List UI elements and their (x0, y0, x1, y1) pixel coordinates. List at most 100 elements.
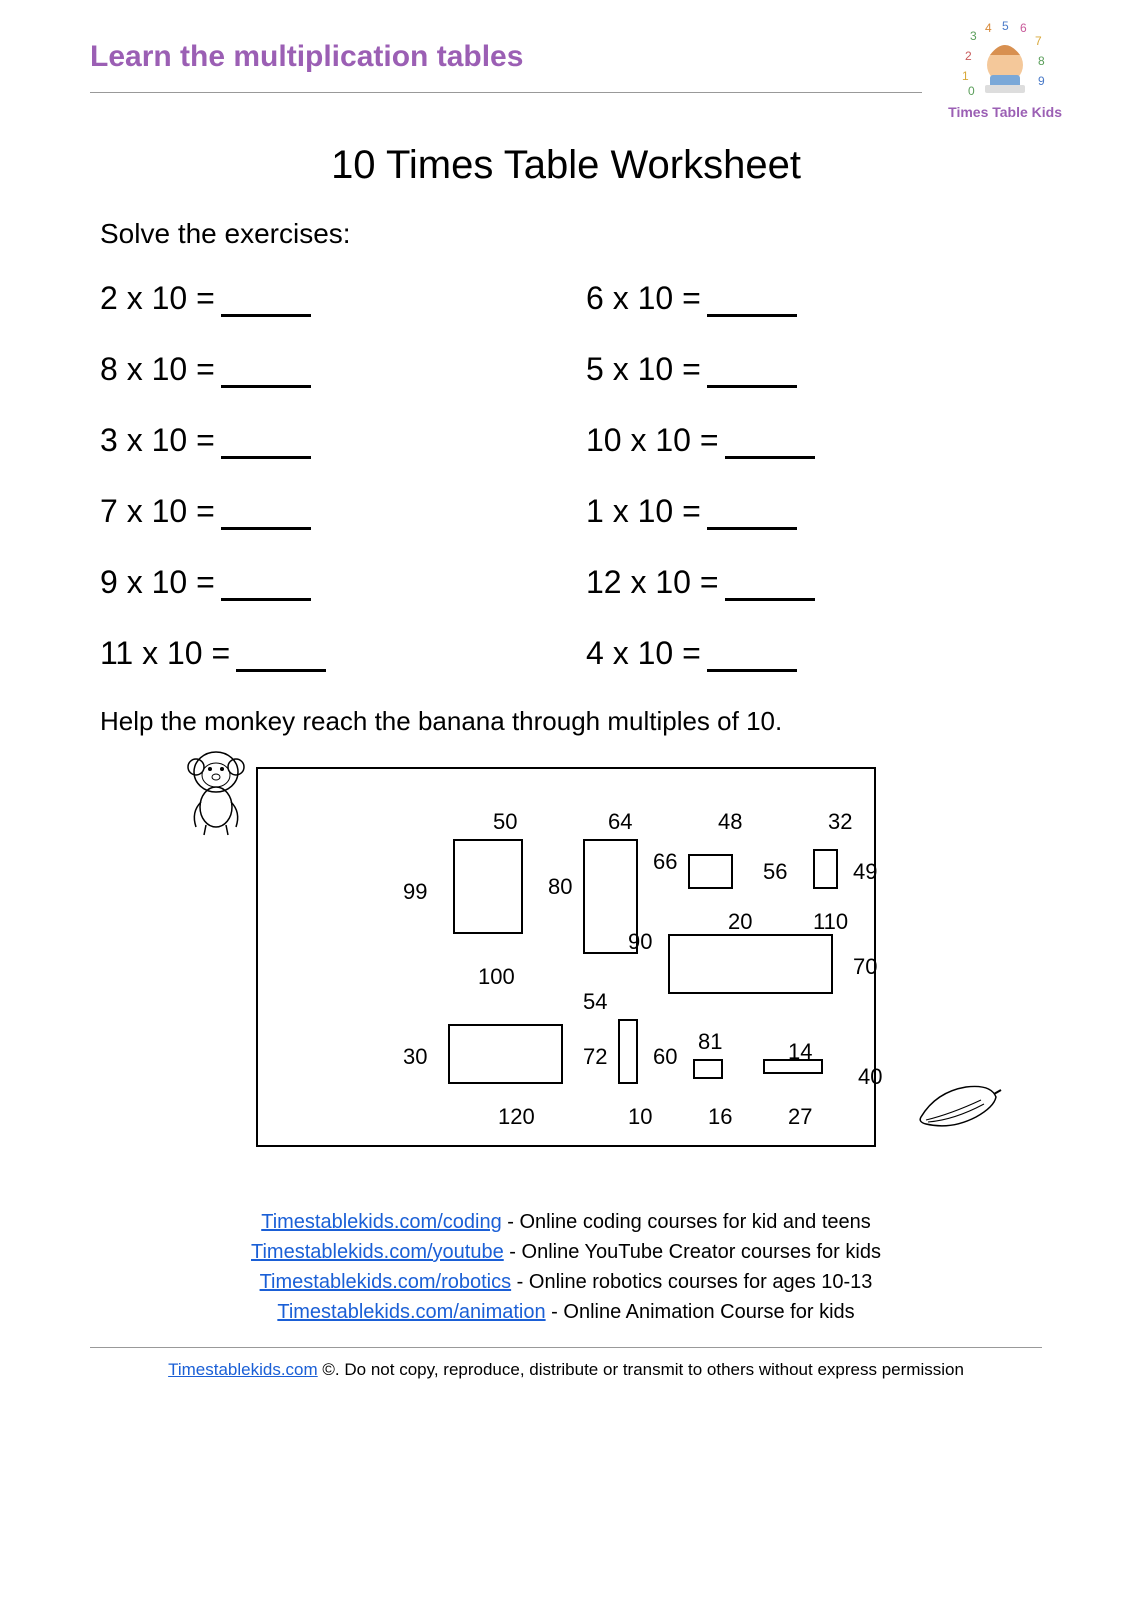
exercise-item: 2 x 10 = (100, 280, 546, 317)
maze: 5064483299806656492011010090705430726081… (126, 747, 1006, 1167)
maze-number: 16 (708, 1104, 732, 1130)
exercise-item: 4 x 10 = (586, 635, 1032, 672)
footer-link-desc: - Online Animation Course for kids (546, 1301, 855, 1323)
exercise-text: 9 x 10 = (100, 564, 215, 600)
banana-icon (906, 1072, 1006, 1147)
maze-number: 54 (583, 989, 607, 1015)
maze-rect (448, 1024, 563, 1084)
answer-blank[interactable] (236, 668, 326, 672)
maze-number: 30 (403, 1044, 427, 1070)
maze-rect (668, 934, 833, 994)
logo-text: Times Table Kids (948, 104, 1062, 120)
header-rule (90, 92, 922, 93)
exercise-text: 7 x 10 = (100, 493, 215, 529)
maze-number: 56 (763, 859, 787, 885)
maze-number: 100 (478, 964, 515, 990)
exercise-text: 10 x 10 = (586, 422, 719, 458)
footer-link[interactable]: Timestablekids.com/coding (261, 1211, 501, 1233)
maze-number: 99 (403, 879, 427, 905)
svg-text:9: 9 (1038, 74, 1045, 88)
footer-link[interactable]: Timestablekids.com/animation (277, 1301, 545, 1323)
exercise-text: 6 x 10 = (586, 280, 701, 316)
maze-number: 110 (813, 909, 848, 935)
footer-link-desc: - Online robotics courses for ages 10-13 (511, 1271, 872, 1293)
exercise-item: 6 x 10 = (586, 280, 1032, 317)
exercise-text: 2 x 10 = (100, 280, 215, 316)
exercise-item: 12 x 10 = (586, 564, 1032, 601)
maze-number: 27 (788, 1104, 812, 1130)
footer-links: Timestablekids.com/coding - Online codin… (0, 1207, 1132, 1327)
maze-number: 90 (628, 929, 652, 955)
exercise-text: 4 x 10 = (586, 635, 701, 671)
answer-blank[interactable] (221, 455, 311, 459)
answer-blank[interactable] (221, 526, 311, 530)
answer-blank[interactable] (707, 384, 797, 388)
answer-blank[interactable] (707, 668, 797, 672)
maze-rect (693, 1059, 723, 1079)
exercise-item: 1 x 10 = (586, 493, 1032, 530)
logo-icon: 3 4 5 6 7 8 9 2 1 0 (960, 20, 1050, 100)
exercise-text: 11 x 10 = (100, 635, 230, 671)
footer-rule (90, 1347, 1042, 1348)
answer-blank[interactable] (221, 384, 311, 388)
svg-text:6: 6 (1020, 21, 1027, 35)
answer-blank[interactable] (221, 313, 311, 317)
copyright: Timestablekids.com ©. Do not copy, repro… (0, 1360, 1132, 1380)
answer-blank[interactable] (725, 597, 815, 601)
exercise-text: 8 x 10 = (100, 351, 215, 387)
footer-link[interactable]: Timestablekids.com/youtube (251, 1241, 504, 1263)
maze-number: 50 (493, 809, 517, 835)
exercise-item: 7 x 10 = (100, 493, 546, 530)
answer-blank[interactable] (221, 597, 311, 601)
maze-number: 66 (653, 849, 677, 875)
maze-number: 60 (653, 1044, 677, 1070)
maze-number: 32 (828, 809, 852, 835)
answer-blank[interactable] (725, 455, 815, 459)
maze-number: 40 (858, 1064, 882, 1090)
copyright-link[interactable]: Timestablekids.com (168, 1360, 318, 1379)
answer-blank[interactable] (707, 526, 797, 530)
maze-number: 80 (548, 874, 572, 900)
maze-number: 72 (583, 1044, 607, 1070)
svg-text:0: 0 (968, 84, 975, 98)
exercise-text: 1 x 10 = (586, 493, 701, 529)
maze-rect (813, 849, 838, 889)
exercise-item: 11 x 10 = (100, 635, 546, 672)
maze-rect (618, 1019, 638, 1084)
logo: 3 4 5 6 7 8 9 2 1 0 Times Table Kids (948, 20, 1062, 120)
maze-number: 14 (788, 1039, 812, 1065)
maze-number: 70 (853, 954, 877, 980)
maze-number: 64 (608, 809, 632, 835)
footer-link-desc: - Online coding courses for kid and teen… (502, 1211, 871, 1233)
svg-text:4: 4 (985, 21, 992, 35)
svg-text:2: 2 (965, 49, 972, 63)
maze-number: 120 (498, 1104, 535, 1130)
main-title: 10 Times Table Worksheet (0, 143, 1132, 188)
footer-link-desc: - Online YouTube Creator courses for kid… (504, 1241, 881, 1263)
exercise-item: 9 x 10 = (100, 564, 546, 601)
header-title: Learn the multiplication tables (90, 40, 1042, 92)
maze-number: 48 (718, 809, 742, 835)
exercise-item: 10 x 10 = (586, 422, 1032, 459)
svg-text:8: 8 (1038, 54, 1045, 68)
exercise-item: 5 x 10 = (586, 351, 1032, 388)
exercise-text: 5 x 10 = (586, 351, 701, 387)
footer-link[interactable]: Timestablekids.com/robotics (260, 1271, 512, 1293)
monkey-icon (176, 747, 256, 842)
svg-text:1: 1 (962, 69, 969, 83)
exercise-item: 8 x 10 = (100, 351, 546, 388)
maze-number: 10 (628, 1104, 652, 1130)
exercise-text: 3 x 10 = (100, 422, 215, 458)
instructions: Solve the exercises: (100, 218, 1132, 250)
maze-outer-box: 5064483299806656492011010090705430726081… (256, 767, 876, 1147)
maze-number: 81 (698, 1029, 722, 1055)
maze-rect (688, 854, 733, 889)
maze-rect (453, 839, 523, 934)
answer-blank[interactable] (707, 313, 797, 317)
maze-instructions: Help the monkey reach the banana through… (100, 706, 1132, 737)
copyright-text: ©. Do not copy, reproduce, distribute or… (318, 1360, 964, 1379)
exercises-grid: 2 x 10 = 6 x 10 = 8 x 10 = 5 x 10 = 3 x … (0, 260, 1132, 672)
header: Learn the multiplication tables 3 4 5 6 … (0, 0, 1132, 93)
exercise-text: 12 x 10 = (586, 564, 719, 600)
exercise-item: 3 x 10 = (100, 422, 546, 459)
